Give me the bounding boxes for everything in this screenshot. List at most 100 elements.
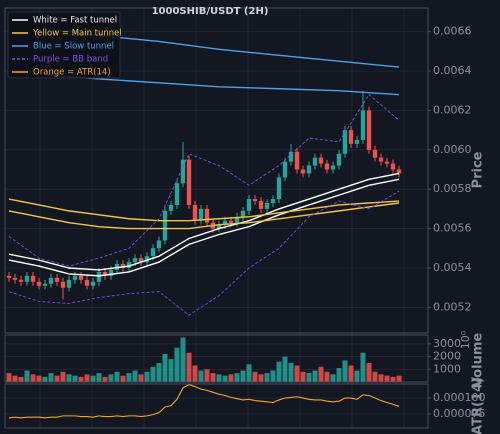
volume-bar [324,371,330,382]
atr-axis-label: ATR(14) [471,377,486,434]
y-tick-label: 0.0058 [433,182,472,195]
y-tick-label: 3000 [433,337,461,350]
legend-label: Purple = BB band [33,55,108,65]
volume-bar [342,360,348,382]
y-tick-label: 1000 [433,362,461,375]
candle-body [318,157,324,164]
candle-body [372,149,378,158]
volume-bar [192,365,198,382]
candle-body [198,208,204,221]
volume-bar [390,376,396,382]
volume-bar [102,376,108,382]
candle-body [78,275,84,280]
candle-body [384,161,390,164]
candle-body [258,201,264,209]
legend-label: Blue = Slow tunnel [33,42,114,52]
candle-body [294,151,300,170]
volume-bar [78,376,84,382]
candle-body [390,163,396,170]
candle-body [180,159,186,184]
volume-bar [6,373,12,382]
candle-body [66,279,72,288]
volume-bar [216,374,222,382]
candle-body [6,275,12,278]
candle-body [396,169,402,174]
candle-body [252,199,258,202]
volume-bar [252,371,258,382]
volume-bar [30,374,36,382]
candle-body [84,279,90,286]
overlay-line [8,178,400,277]
legend-label: Yellow = Main tunnel [32,29,122,39]
candle-body [108,269,114,276]
volume-bar [288,362,294,382]
volume-bar [156,362,162,382]
mark-layer [6,28,402,419]
candle-body [330,165,336,170]
volume-bar [246,364,252,382]
y-tick-label: 0.0064 [433,64,472,77]
volume-bar [396,375,402,382]
candle-body [132,258,138,263]
volume-bar [174,347,180,382]
candle-body [306,165,312,174]
candle-body [312,157,318,166]
candle-body [348,130,354,144]
candle-body [18,279,24,282]
overlay-line [8,198,400,222]
candle-body [60,281,66,288]
candle-body [54,277,60,282]
y-tick-label: 0.0052 [433,300,472,313]
volume-panel [4,334,429,383]
candle-body [336,153,342,166]
candle-body [378,157,384,162]
y-tick-label: 0.0060 [433,143,472,156]
volume-bar [198,370,204,382]
overlay-line [8,172,400,271]
legend: White = Fast tunnel Yellow = Main tunnel B… [7,11,122,79]
volume-bar [18,376,24,382]
volume-bar [306,373,312,382]
volume-bar [234,373,240,382]
atr-line [8,384,400,419]
candle-body [90,281,96,286]
overlay-line [44,74,400,96]
volume-bar [126,373,132,382]
volume-bar [384,375,390,382]
volume-bar [114,371,120,382]
volume-bar [144,371,150,382]
volume-bar [282,356,288,382]
candle-body [204,208,210,223]
volume-bar [228,374,234,382]
y-axis-label: Price [471,151,486,188]
candle-body [234,216,240,223]
volume-bar [168,359,174,382]
volume-bar [90,375,96,382]
candle-body [282,161,288,178]
legend-label: Orange = ATR(14) [33,68,111,78]
volume-bar [72,375,78,382]
volume-bar [120,375,126,382]
candle-body [240,210,246,217]
candle-body [342,130,348,154]
grid-layer: 0.0052 0.0054 0.0056 0.0058 0.0060 0.0062 0.00… [5,8,486,428]
volume-bar [270,370,276,382]
y-tick-label: 0.0054 [433,261,472,274]
candle-body [216,224,222,229]
candle-body [30,275,36,282]
candle-body [186,159,192,205]
chart-title: 1000SHIB/USDT (2H) [152,6,269,17]
candle-body [102,271,108,276]
y-tick-label: 2000 [433,350,461,363]
volume-offset: 10⁰ [459,330,472,349]
candle-body [270,199,276,203]
candle-body [24,275,30,282]
volume-bar [48,373,54,382]
candle-body [126,262,132,268]
volume-bar [84,374,90,382]
volume-bar [36,375,42,382]
candle-body [162,210,168,241]
volume-bar [210,373,216,382]
y-tick-label: 0.000075 [433,407,486,420]
volume-bar [108,374,114,382]
